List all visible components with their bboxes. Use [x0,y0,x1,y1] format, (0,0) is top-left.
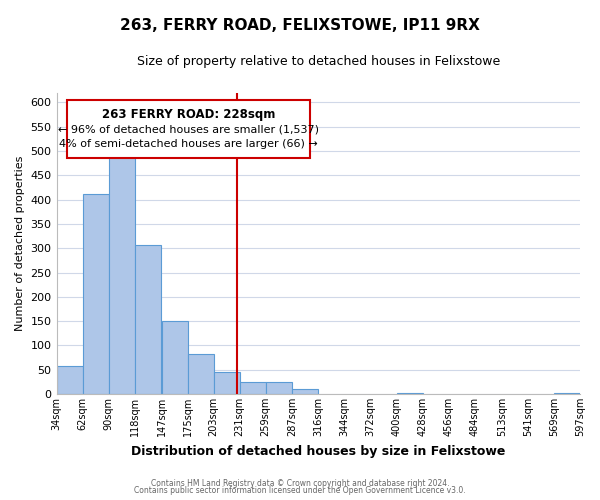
Bar [134,245,161,394]
Bar [554,392,580,394]
Text: Contains public sector information licensed under the Open Government Licence v3: Contains public sector information licen… [134,486,466,495]
Text: Contains HM Land Registry data © Crown copyright and database right 2024.: Contains HM Land Registry data © Crown c… [151,478,449,488]
X-axis label: Distribution of detached houses by size in Felixstowe: Distribution of detached houses by size … [131,444,505,458]
Y-axis label: Number of detached properties: Number of detached properties [15,156,25,331]
Bar [266,382,292,394]
Bar [214,372,240,394]
FancyBboxPatch shape [67,100,310,158]
Title: Size of property relative to detached houses in Felixstowe: Size of property relative to detached ho… [137,55,500,68]
Bar [240,382,266,394]
Text: 263 FERRY ROAD: 228sqm: 263 FERRY ROAD: 228sqm [102,108,275,121]
Bar [188,354,214,394]
Bar [161,321,188,394]
Bar [56,366,83,394]
Bar [292,389,318,394]
Text: 4% of semi-detached houses are larger (66) →: 4% of semi-detached houses are larger (6… [59,140,318,149]
Bar [397,392,423,394]
Bar [83,194,109,394]
Bar [109,154,134,394]
Text: ← 96% of detached houses are smaller (1,537): ← 96% of detached houses are smaller (1,… [58,124,319,134]
Text: 263, FERRY ROAD, FELIXSTOWE, IP11 9RX: 263, FERRY ROAD, FELIXSTOWE, IP11 9RX [120,18,480,32]
